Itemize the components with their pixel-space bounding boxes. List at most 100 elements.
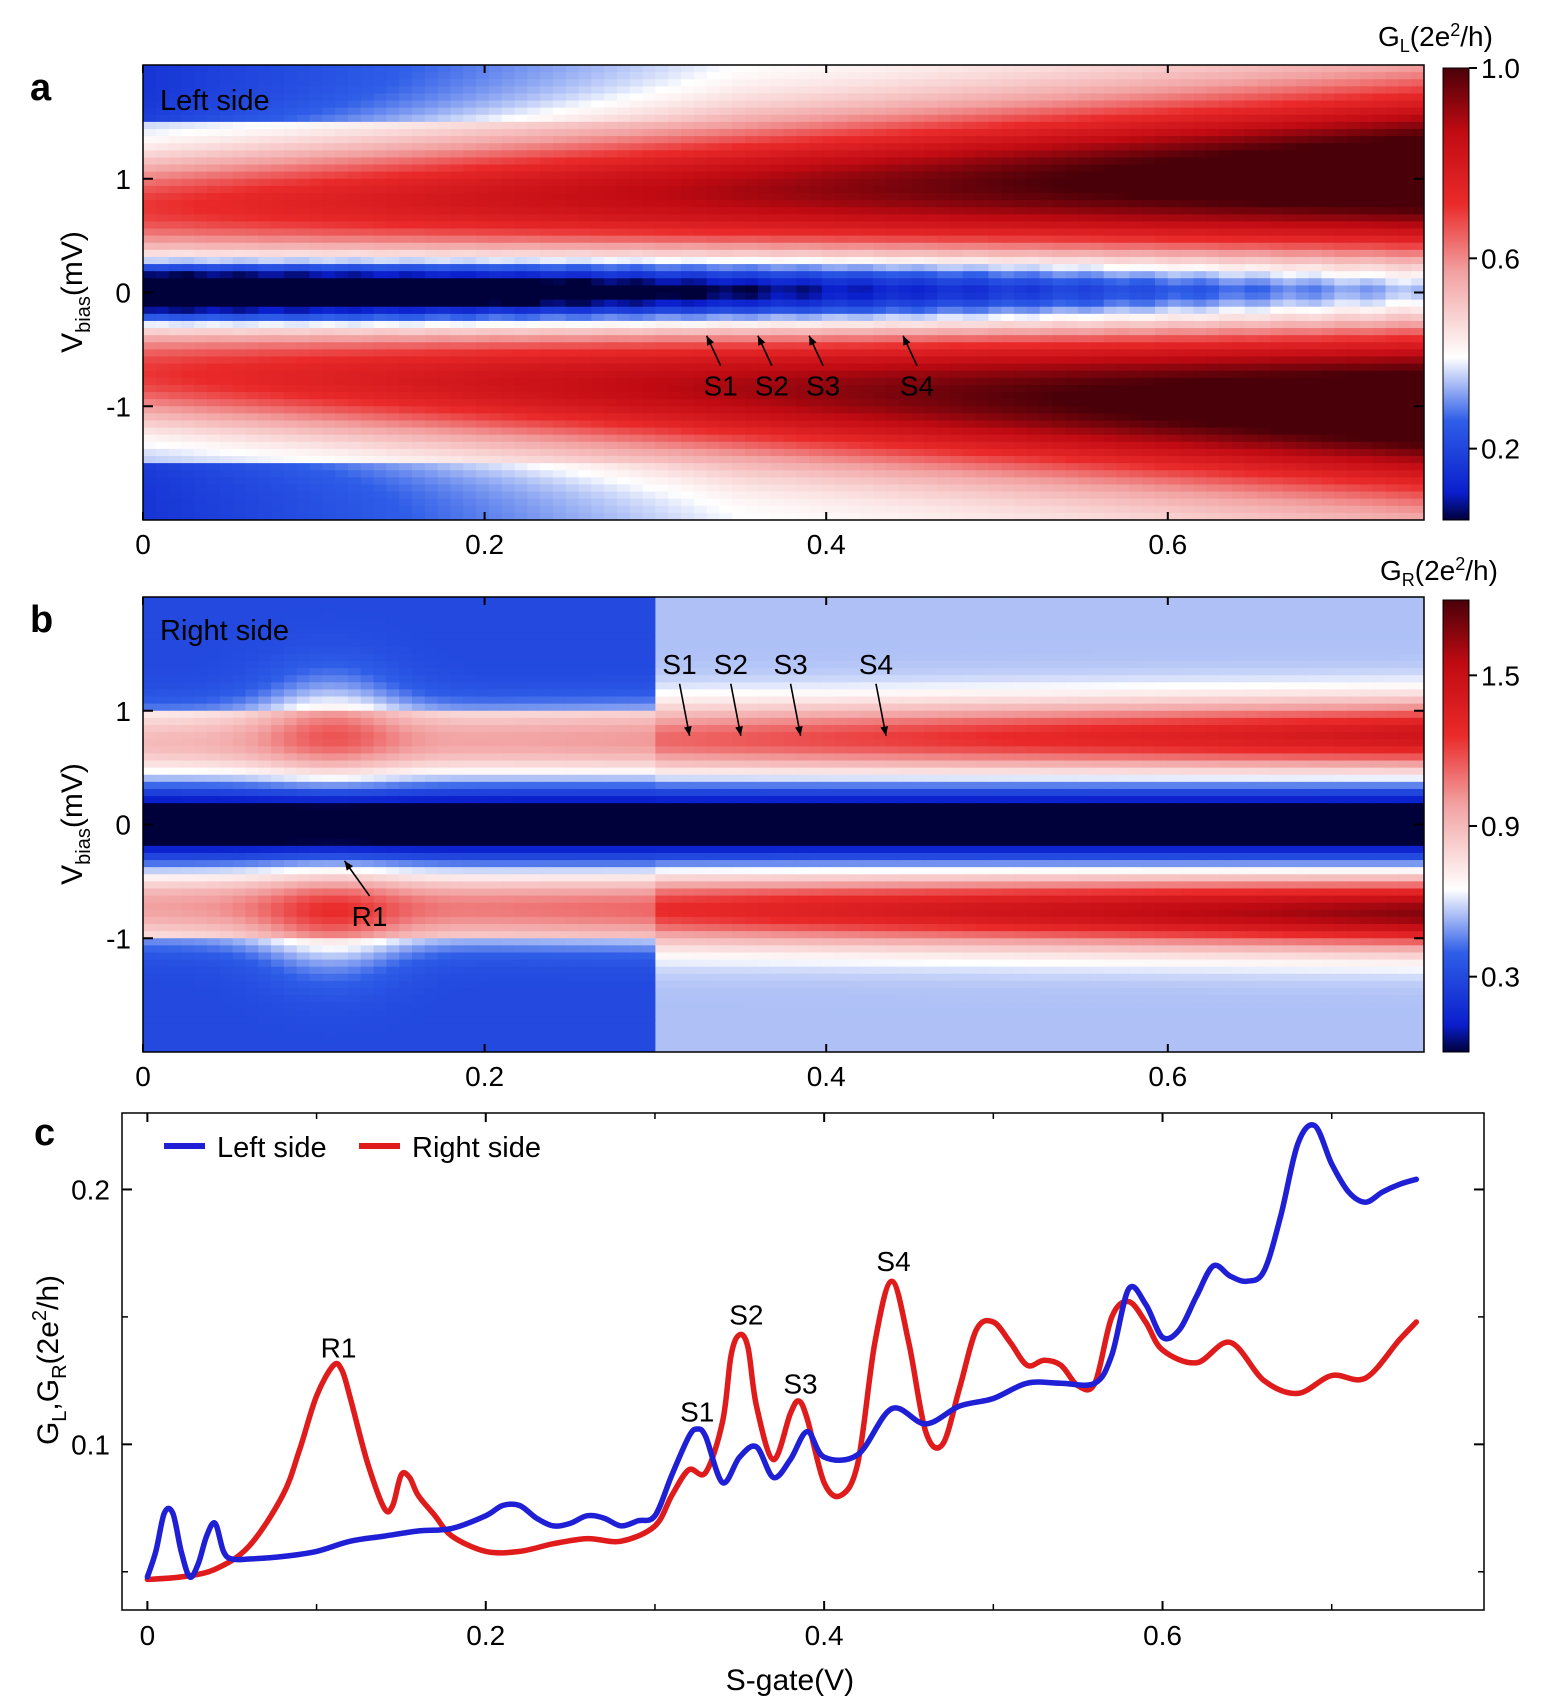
heatmap-cell [898,434,913,443]
heatmap-cell [809,214,823,223]
heatmap-cell [1129,320,1143,329]
heatmap-cell [937,292,951,301]
heatmap-cell [360,370,375,379]
heatmap-cell [1116,299,1130,308]
heatmap-cell [950,278,964,286]
heatmap-cell [706,377,721,386]
heatmap-cell [271,392,285,400]
heatmap-cell [770,143,785,151]
heatmap-cell [143,100,157,109]
heatmap-cell [681,185,695,194]
heatmap-cell [873,441,887,450]
heatmap-cell [604,200,618,208]
heatmap-cell [488,164,503,173]
heatmap-cell [540,413,554,422]
heatmap-cell [668,292,682,301]
heatmap-cell [1090,271,1105,279]
heatmap-cell [373,328,387,336]
heatmap-cell [1078,128,1092,137]
heatmap-cell [616,207,631,215]
heatmap-cell [194,427,208,436]
heatmap-cell [514,420,528,429]
heatmap-cell [1026,136,1041,144]
heatmap-cell [347,356,362,365]
heatmap-cell [1052,128,1066,137]
heatmap-cell [1052,93,1066,102]
heatmap-cell [821,100,836,109]
heatmap-cell [309,171,323,180]
heatmap-cell [155,192,170,201]
heatmap-cell [488,107,503,116]
heatmap-cell [488,256,503,265]
heatmap-cell [168,448,183,457]
heatmap-cell [783,121,797,130]
heatmap-cell [155,136,170,144]
heatmap-cell [552,72,567,80]
heatmap-cell [1001,342,1015,350]
heatmap-cell [860,171,874,180]
heatmap-cell [745,235,759,244]
heatmap-cell [770,107,785,116]
heatmap-cell [924,100,938,109]
heatmap-cell [898,484,913,493]
heatmap-cell [232,235,247,244]
heatmap-cell [693,313,708,322]
heatmap-cell [412,356,426,365]
heatmap-cell [834,320,849,329]
heatmap-cell [834,463,849,471]
heatmap-cell [437,256,452,265]
heatmap-cell [885,377,900,386]
heatmap-cell [143,150,157,159]
heatmap-cell [783,65,797,73]
heatmap-cell [885,512,900,520]
heatmap-cell [834,370,849,379]
heatmap-cell [591,399,605,407]
heatmap-cell [565,271,580,279]
heatmap-cell [911,192,926,201]
heatmap-cell [155,377,170,386]
heatmap-cell [706,491,721,500]
heatmap-cell [1116,342,1130,350]
heatmap-cell [847,292,861,301]
heatmap-cell [207,185,221,194]
heatmap-cell [770,491,785,500]
heatmap-cell [1116,285,1130,294]
heatmap-cell [975,249,990,258]
heatmap-cell [1039,470,1054,478]
heatmap-cell [514,107,528,116]
heatmap-cell [514,178,528,187]
heatmap-cell [655,164,669,173]
heatmap-cell [1039,491,1054,500]
heatmap-cell [937,299,951,308]
heatmap-cell [809,448,823,457]
heatmap-cell [1065,235,1079,244]
heatmap-cell [168,264,183,272]
heatmap-cell [488,249,503,258]
heatmap-cell [770,285,785,294]
heatmap-cell [322,299,336,308]
heatmap-cell [796,93,810,102]
heatmap-cell [616,370,631,379]
heatmap-cell [770,256,785,265]
heatmap-cell [834,505,849,514]
heatmap-cell [988,477,1002,486]
heatmap-cell [424,207,439,215]
heatmap-cell [207,477,221,486]
heatmap-cell [514,93,528,102]
heatmap-cell [501,249,516,258]
heatmap-cell [1052,114,1066,123]
heatmap-cell [565,235,580,244]
heatmap-cell [860,342,874,350]
heatmap-cell [693,292,708,301]
heatmap-cell [1090,292,1105,301]
heatmap-cell [527,413,541,422]
heatmap-cell [412,271,426,279]
heatmap-cell [937,128,951,137]
heatmap-cell [207,491,221,500]
heatmap-cell [732,477,746,486]
heatmap-cell [309,491,323,500]
heatmap-cell [232,65,247,73]
heatmap-cell [1001,185,1015,194]
heatmap-cell [527,207,541,215]
heatmap-cell [1116,100,1130,109]
